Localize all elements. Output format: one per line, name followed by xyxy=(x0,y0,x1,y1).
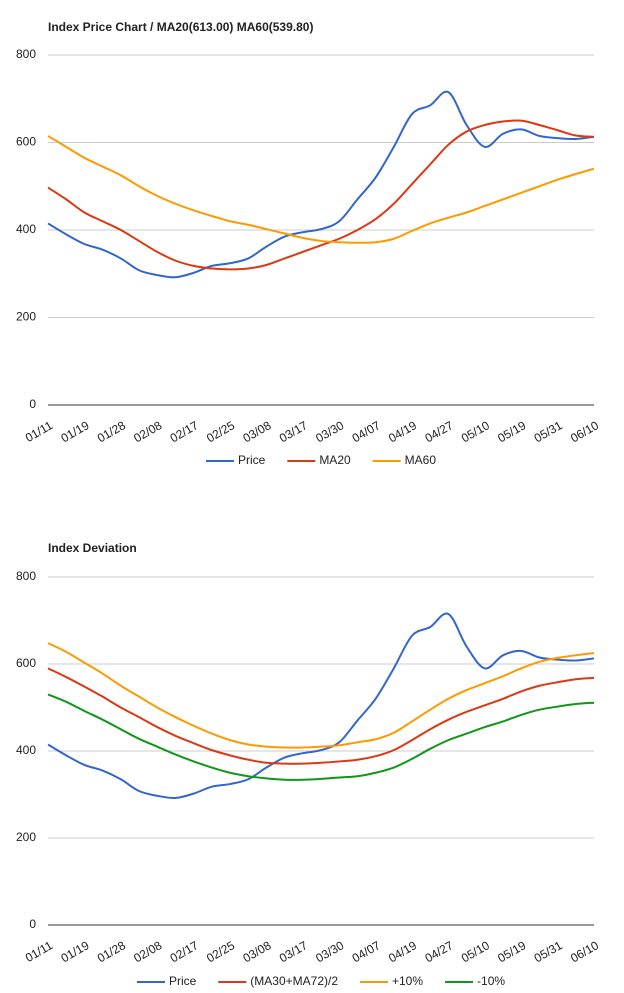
legend-label: MA20 xyxy=(319,453,351,467)
x-tick-label: 05/19 xyxy=(495,418,528,445)
x-tick-label: 01/19 xyxy=(58,938,91,965)
line-series xyxy=(47,667,595,765)
x-tick-label: 02/08 xyxy=(131,938,164,965)
x-tick-label: 03/08 xyxy=(240,938,273,965)
chart: Index Price Chart / MA20(613.00) MA60(53… xyxy=(16,20,601,467)
y-tick-label: 0 xyxy=(29,397,36,411)
y-tick-label: 0 xyxy=(29,917,36,931)
x-tick-label: 06/10 xyxy=(568,938,601,965)
legend-label: -10% xyxy=(477,974,505,988)
y-tick-label: 200 xyxy=(16,310,36,324)
chart-title: Index Deviation xyxy=(48,541,137,555)
line-series xyxy=(47,90,595,279)
x-tick-label: 02/25 xyxy=(204,418,237,445)
line-series xyxy=(47,119,595,271)
x-tick-label: 03/17 xyxy=(277,938,310,965)
line-series xyxy=(47,612,595,800)
x-tick-label: 05/10 xyxy=(459,418,492,445)
x-tick-label: 04/19 xyxy=(386,418,419,445)
x-tick-label: 05/31 xyxy=(532,938,565,965)
y-tick-label: 600 xyxy=(16,656,36,670)
line-series xyxy=(47,642,595,749)
y-tick-label: 600 xyxy=(16,135,36,149)
x-tick-label: 03/30 xyxy=(313,418,346,445)
y-tick-label: 200 xyxy=(16,830,36,844)
x-tick-label: 04/07 xyxy=(350,938,383,965)
legend: Price (MA30+MA72)/2 +10% -10% xyxy=(136,974,505,988)
chart: Index Deviation 0 200 400 600 800 01/11 01/19 01… xyxy=(16,541,601,988)
x-tick-label: 01/28 xyxy=(95,938,128,965)
x-tick-label: 02/25 xyxy=(204,938,237,965)
x-tick-label: 02/17 xyxy=(168,418,201,445)
x-tick-label: 02/08 xyxy=(131,418,164,445)
x-tick-label: 05/19 xyxy=(495,938,528,965)
x-tick-label: 03/17 xyxy=(277,418,310,445)
x-tick-label: 03/30 xyxy=(313,938,346,965)
x-tick-label: 04/07 xyxy=(350,418,383,445)
legend-label: MA60 xyxy=(405,453,437,467)
x-tick-label: 02/17 xyxy=(168,938,201,965)
y-tick-label: 400 xyxy=(16,743,36,757)
line-series xyxy=(47,135,595,244)
x-tick-label: 06/10 xyxy=(568,418,601,445)
legend-label: +10% xyxy=(392,974,423,988)
line-series xyxy=(47,693,595,781)
x-tick-label: 03/08 xyxy=(240,418,273,445)
legend-label: (MA30+MA72)/2 xyxy=(250,974,338,988)
y-tick-label: 800 xyxy=(16,47,36,61)
x-tick-label: 01/19 xyxy=(58,418,91,445)
x-tick-label: 01/11 xyxy=(23,418,56,445)
legend-label: Price xyxy=(238,453,266,467)
x-tick-label: 01/28 xyxy=(95,418,128,445)
y-tick-label: 400 xyxy=(16,222,36,236)
x-tick-label: 05/10 xyxy=(459,938,492,965)
legend: Price MA20 MA60 xyxy=(205,453,437,467)
x-tick-label: 01/11 xyxy=(23,938,56,965)
chart-title: Index Price Chart / MA20(613.00) MA60(53… xyxy=(48,20,313,34)
y-tick-label: 800 xyxy=(16,569,36,583)
x-tick-label: 04/19 xyxy=(386,938,419,965)
x-tick-label: 05/31 xyxy=(532,418,565,445)
x-tick-label: 04/27 xyxy=(422,938,455,965)
x-tick-label: 04/27 xyxy=(422,418,455,445)
legend-label: Price xyxy=(169,974,197,988)
